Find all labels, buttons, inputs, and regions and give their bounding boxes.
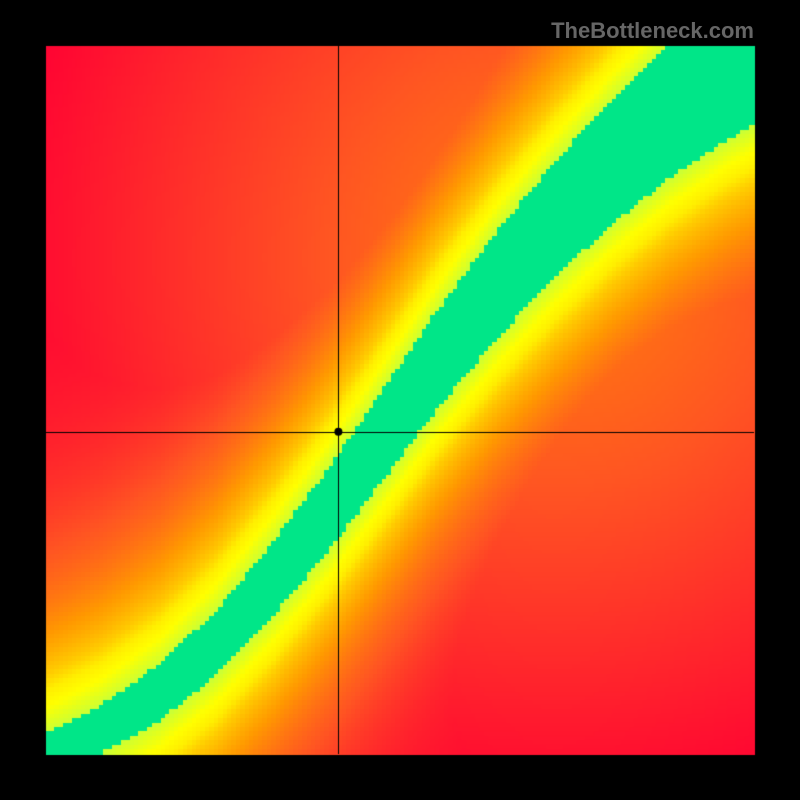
watermark-text: TheBottleneck.com xyxy=(551,18,754,44)
bottleneck-heatmap-canvas xyxy=(0,0,800,800)
chart-container: TheBottleneck.com xyxy=(0,0,800,800)
